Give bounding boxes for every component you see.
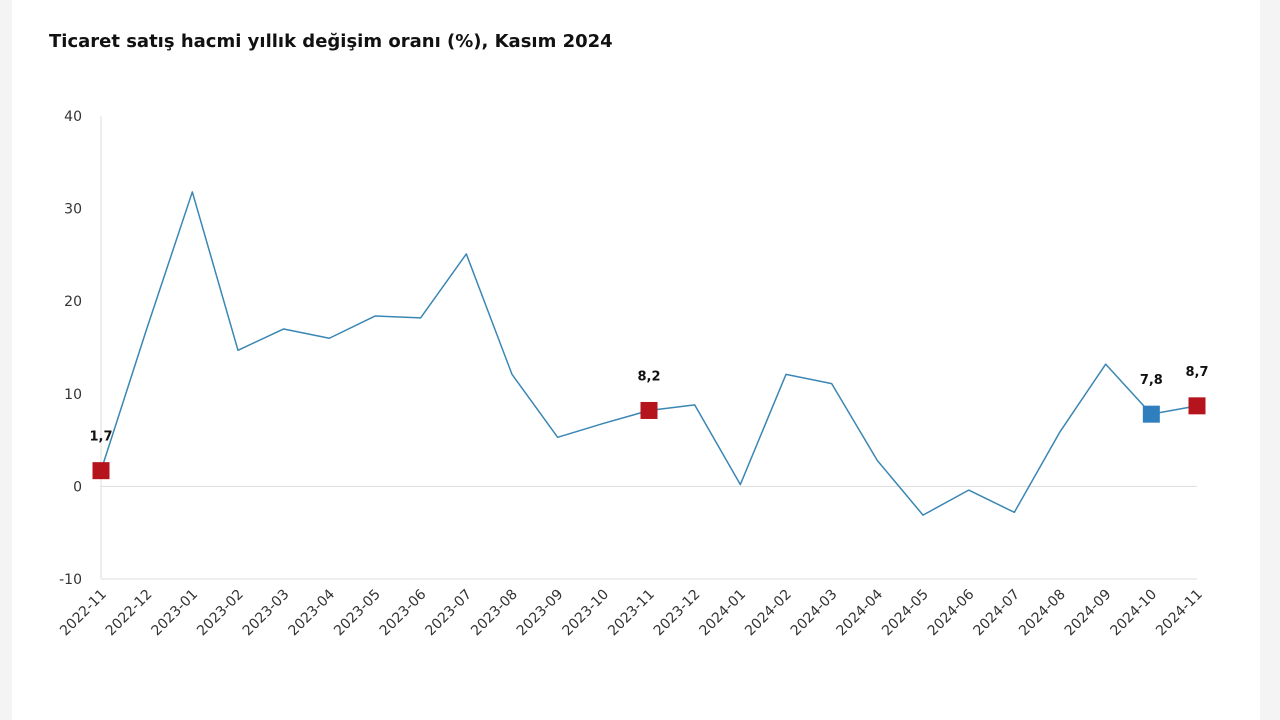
x-tick-label: 2024-10 xyxy=(1107,587,1160,640)
x-tick-label: 2024-06 xyxy=(925,586,978,639)
y-tick-label: -10 xyxy=(59,572,82,588)
data-label: 1,7 xyxy=(89,430,112,445)
x-tick-label: 2023-11 xyxy=(605,587,658,640)
y-axis: -10 0 10 20 30 40 xyxy=(59,109,1197,588)
x-tick-label: 2022-11 xyxy=(57,587,110,640)
highlight-marker xyxy=(1142,405,1160,423)
series xyxy=(100,191,1198,516)
data-labels: 1,7 8,2 7,8 8,7 xyxy=(89,365,1208,445)
x-tick-label: 2024-01 xyxy=(696,587,749,640)
x-tick-label: 2023-08 xyxy=(468,587,521,640)
y-tick-label: 30 xyxy=(64,202,82,218)
x-tick-label: 2023-05 xyxy=(331,587,384,640)
x-tick-label: 2024-11 xyxy=(1153,587,1206,640)
x-tick-label: 2024-03 xyxy=(788,587,841,640)
highlight-marker xyxy=(1188,397,1206,415)
chart-title: Ticaret satış hacmi yıllık değişim oranı… xyxy=(49,31,613,52)
x-tick-label: 2023-07 xyxy=(422,587,475,640)
x-tick-label: 2023-02 xyxy=(194,587,247,640)
y-tick-label: 40 xyxy=(64,109,82,125)
highlight-marker xyxy=(92,462,110,480)
x-tick-label: 2023-12 xyxy=(651,587,704,640)
x-tick-label: 2023-10 xyxy=(559,587,612,640)
x-tick-label: 2023-09 xyxy=(514,587,567,640)
x-tick-label: 2024-09 xyxy=(1062,587,1115,640)
data-label: 8,2 xyxy=(637,369,660,384)
x-tick-label: 2024-02 xyxy=(742,587,795,640)
y-tick-label: 10 xyxy=(64,387,82,403)
series-line xyxy=(100,191,1198,516)
x-tick-label: 2022-12 xyxy=(103,587,156,640)
x-tick-label: 2024-07 xyxy=(970,587,1023,640)
x-tick-label: 2024-05 xyxy=(879,587,932,640)
x-tick-label: 2023-01 xyxy=(148,587,201,640)
x-tick-label: 2024-04 xyxy=(833,586,886,639)
x-tick-label: 2023-04 xyxy=(285,586,338,639)
x-axis: 2022-112022-122023-012023-022023-032023-… xyxy=(57,578,1206,640)
x-tick-label: 2023-06 xyxy=(377,586,430,639)
x-tick-label: 2023-03 xyxy=(240,587,293,640)
highlight-marker xyxy=(640,401,658,419)
markers xyxy=(92,397,1206,480)
data-label: 8,7 xyxy=(1185,365,1208,380)
chart-panel xyxy=(12,0,1260,720)
data-label: 7,8 xyxy=(1140,373,1163,388)
y-tick-label: 20 xyxy=(64,294,82,310)
y-tick-label: 0 xyxy=(73,479,82,495)
x-tick-label: 2024-08 xyxy=(1016,587,1069,640)
